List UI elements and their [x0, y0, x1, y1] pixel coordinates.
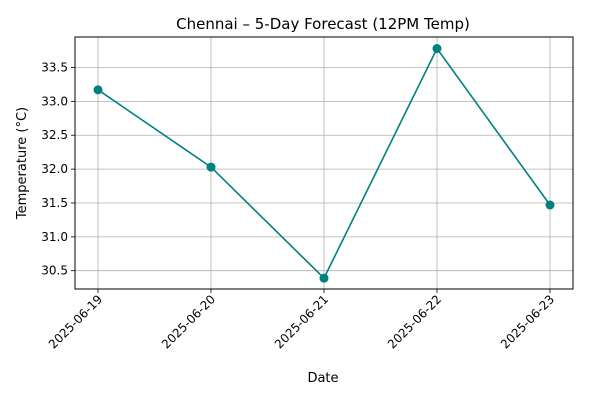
y-tick-label: 31.0 — [41, 230, 68, 244]
y-tick-label: 33.5 — [41, 60, 68, 74]
data-point-marker — [93, 85, 103, 95]
y-tick-label: 30.5 — [41, 264, 68, 278]
data-point-markers — [93, 44, 555, 283]
data-point-marker — [432, 44, 442, 54]
x-axis-label: Date — [307, 371, 338, 386]
data-point-marker — [545, 200, 555, 210]
y-tick-label: 33.0 — [41, 94, 68, 108]
grid-lines — [75, 37, 573, 289]
data-point-marker — [319, 273, 329, 283]
y-tick-label: 31.5 — [41, 196, 68, 210]
y-tick-label: 32.5 — [41, 128, 68, 142]
y-tick-label: 32.0 — [41, 162, 68, 176]
y-axis-label: Temperature (°C) — [15, 107, 30, 220]
chart-title: Chennai – 5-Day Forecast (12PM Temp) — [176, 15, 470, 33]
y-axis-ticks: 30.5 31.0 31.5 32.0 32.5 33.0 33.5 — [41, 60, 75, 278]
data-point-marker — [206, 162, 216, 172]
